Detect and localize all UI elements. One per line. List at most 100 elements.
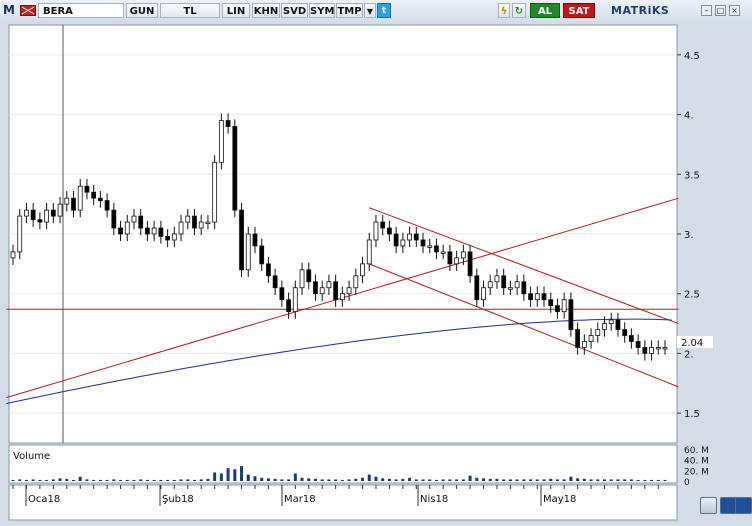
volume-bar (663, 479, 667, 481)
volume-bar (273, 478, 277, 481)
period-button[interactable]: GUN (126, 3, 158, 18)
volume-bar (139, 479, 143, 481)
volume-bar (293, 473, 297, 481)
settings-icon[interactable] (700, 497, 717, 514)
dropdown-arrow-icon[interactable]: ▼ (364, 3, 376, 18)
candle (508, 287, 513, 290)
candle (91, 191, 97, 199)
restore-icon[interactable]: □ (715, 5, 726, 16)
candle (366, 239, 372, 265)
flag-icon[interactable] (20, 5, 36, 16)
candle (17, 215, 23, 253)
volume-bar (367, 474, 371, 481)
volume-bar (125, 479, 129, 481)
candle (44, 209, 50, 223)
nav-right-icon[interactable] (735, 497, 752, 514)
volume-bar (374, 476, 378, 481)
candle (326, 281, 332, 289)
volume-bar (495, 478, 499, 481)
symbol-input[interactable]: BERA (38, 3, 124, 18)
time-axis-area (8, 484, 678, 521)
volume-bar (529, 479, 533, 481)
candle (595, 329, 601, 336)
y-tick-label: 4.5 (684, 51, 700, 62)
candle (333, 281, 339, 301)
volume-bar (576, 478, 580, 481)
volume-bar (656, 479, 660, 481)
volume-bar (112, 479, 116, 481)
volume-bar (172, 479, 176, 481)
sell-button[interactable]: SAT (563, 3, 595, 18)
candle (10, 251, 16, 259)
candle (151, 227, 157, 235)
volume-bar (92, 479, 96, 481)
buy-button[interactable]: AL (530, 3, 560, 18)
volume-bar (340, 479, 344, 481)
candle (460, 251, 466, 259)
candle (521, 281, 527, 295)
volume-bar (334, 479, 338, 481)
currency-button[interactable]: TL (160, 3, 220, 18)
candle (434, 245, 439, 253)
volume-bar (31, 479, 35, 481)
volume-bar (179, 479, 183, 481)
volume-bar (347, 479, 351, 481)
candle (57, 203, 63, 217)
volume-bar (45, 479, 49, 481)
close-icon[interactable]: × (729, 5, 740, 16)
candle (360, 263, 365, 277)
trend-line (369, 263, 679, 388)
candle (192, 215, 197, 229)
svd-button[interactable]: SVD (281, 3, 308, 18)
minimize-icon[interactable]: – (701, 5, 712, 16)
refresh-icon[interactable]: ↻ (512, 3, 526, 18)
volume-bar (475, 477, 479, 481)
candle (50, 209, 56, 217)
candle (111, 209, 117, 229)
candle (622, 329, 628, 336)
volume-tick-label: 60. M (684, 446, 709, 456)
volume-bar (434, 479, 438, 481)
candle (635, 341, 641, 348)
volume-bar (11, 479, 15, 481)
x-tick-label: Şub18 (162, 494, 194, 505)
volume-bar (381, 478, 385, 481)
candle (400, 239, 406, 247)
twitter-icon[interactable]: t (377, 3, 391, 18)
candle (185, 215, 191, 223)
volume-bar (152, 479, 156, 481)
price-chart[interactable]: 4.5 4. 3.5 3. 2.5 2. 1.5 60. M40. M20. M0 Oca18… (0, 22, 752, 522)
sym-button[interactable]: SYM (309, 3, 335, 18)
candle (615, 319, 621, 330)
volume-bar (145, 479, 149, 481)
menu-button[interactable]: M (3, 3, 15, 17)
candle (534, 293, 540, 301)
candle (568, 299, 574, 330)
volume-bar (535, 479, 539, 481)
candle (440, 251, 446, 254)
khn-button[interactable]: KHN (252, 3, 280, 18)
volume-plot-area[interactable] (8, 444, 678, 484)
scale-button[interactable]: LIN (222, 3, 250, 18)
candle (662, 347, 668, 350)
candle (138, 215, 144, 229)
candle (259, 245, 265, 265)
candle (77, 185, 83, 211)
lightning-icon[interactable]: ϟ (498, 3, 510, 18)
candle (474, 275, 480, 301)
volume-bar (401, 478, 405, 481)
candle (266, 263, 271, 277)
volume-bar (266, 478, 270, 481)
volume-bar (421, 479, 425, 481)
volume-bar (38, 479, 42, 481)
volume-bar (71, 479, 75, 481)
volume-bar (650, 479, 654, 481)
candle (494, 275, 500, 283)
x-tick-label: May18 (543, 494, 576, 505)
volume-bar (609, 479, 613, 481)
y-tick-label: 4. (684, 111, 694, 122)
volume-bar (24, 479, 28, 481)
volume-bar (562, 479, 566, 481)
tmp-button[interactable]: TMP (336, 3, 363, 18)
